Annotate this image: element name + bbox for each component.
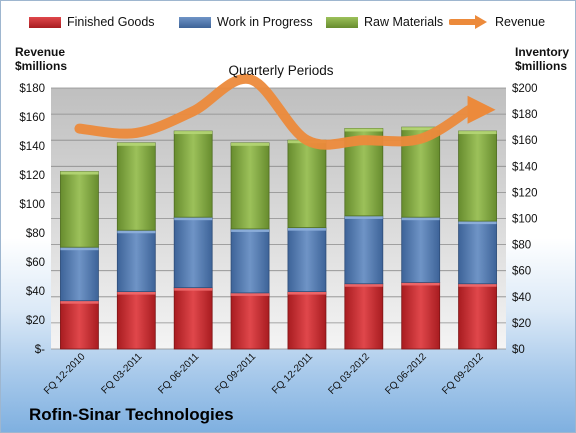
y-tick-right: $100 [512,214,538,226]
y-tick-right: $40 [512,292,531,304]
y-tick-left: $160 [19,112,45,124]
legend-label-finished-goods: Finished Goods [67,15,155,29]
bar-finished-goods-cap [174,287,213,291]
bar-raw-materials [230,142,270,230]
legend-label-raw-materials: Raw Materials [364,15,444,29]
x-tick-label: FQ 03-2011 [99,351,144,396]
y-tick-left: $20 [26,315,45,327]
y-tick-right: $20 [512,318,531,330]
revenue-arrowhead [467,95,496,124]
x-tick-label: FQ 09-2011 [213,351,258,396]
bar-finished-goods [116,291,156,350]
y-tick-right: $80 [512,240,531,252]
bar-finished-goods-cap [60,300,99,304]
y-tick-right: $180 [512,109,538,121]
y-tick-right: $140 [512,161,538,173]
legend-swatch-raw-materials [326,16,358,28]
bar-work-in-progress [116,229,156,292]
bar-finished-goods [230,292,270,350]
bar-raw-materials-cap [60,171,99,175]
right-axis-title-line-2: $millions [515,59,568,73]
bar-work-in-progress-cap [231,228,270,232]
x-tick-label: FQ 12-2010 [42,351,88,397]
legend-arrow-revenue [449,15,487,29]
revenue-line [74,73,475,150]
x-tick-label: FQ 06-2011 [156,351,201,396]
x-tick-label: FQ 06-2012 [383,351,429,397]
x-tick-label: FQ 09-2012 [440,351,486,397]
bar-work-in-progress-cap [401,217,440,221]
legend-item-finished-goods: Finished Goods [29,15,155,29]
y-tick-right: $160 [512,135,538,147]
y-tick-right: $60 [512,266,531,278]
bar-work-in-progress [458,220,497,285]
bar-work-in-progress-cap [174,217,213,221]
bar-work-in-progress-cap [344,215,383,219]
bar-finished-goods-cap [287,291,326,295]
y-tick-left: $140 [19,141,45,153]
bar-work-in-progress [230,228,270,294]
y-tick-left: $60 [26,257,45,269]
bar-finished-goods [344,283,384,350]
company-name: Rofin-Sinar Technologies [29,405,234,424]
y-tick-right: $0 [512,344,525,356]
y-tick-left: $- [35,344,45,356]
legend-item-revenue: Revenue [449,15,545,29]
bar-raw-materials-cap [344,128,383,132]
bar-raw-materials [116,142,156,231]
left-axis-title-line-2: $millions [15,59,68,73]
x-tick-label: FQ 03-2012 [326,351,372,397]
bar-work-in-progress [401,216,441,283]
y-tick-right: $200 [512,83,538,95]
bar-raw-materials [60,171,99,248]
legend: Finished Goods Work in Progress Raw Mate… [29,15,555,33]
bar-work-in-progress [344,215,384,285]
y-tick-left: $100 [19,199,45,211]
y-tick-left: $40 [26,286,45,298]
bar-finished-goods-cap [117,291,156,295]
bar-work-in-progress [173,216,213,289]
bar-finished-goods [458,283,497,350]
bar-finished-goods-cap [401,282,440,286]
bar-finished-goods [60,300,99,350]
bar-work-in-progress-cap [287,227,326,231]
bar-raw-materials-cap [401,127,440,131]
bar-raw-materials-cap [117,142,156,146]
bar-work-in-progress-cap [60,247,99,251]
bar-finished-goods [173,287,213,350]
bar-finished-goods-cap [231,292,270,296]
right-axis-title: Inventory $millions [515,45,569,73]
left-axis-title: Revenue $millions [15,45,67,73]
bar-finished-goods-cap [344,283,383,287]
legend-item-work-in-progress: Work in Progress [179,15,313,29]
legend-item-raw-materials: Raw Materials [326,15,443,29]
bar-work-in-progress [60,246,99,302]
y-tick-left: $120 [19,170,45,182]
bar-finished-goods-cap [458,283,497,287]
right-axis-title-line-1: Inventory [515,45,570,59]
bar-raw-materials-cap [458,131,497,135]
chart-title: Quarterly Periods [228,63,334,78]
bar-finished-goods [401,282,441,350]
legend-swatch-finished-goods [29,16,61,28]
bar-raw-materials-cap [231,142,270,146]
bar-raw-materials-cap [174,131,213,135]
bar-raw-materials [458,130,497,222]
x-tick-label: FQ 12-2011 [270,351,315,396]
bar-raw-materials [173,130,213,218]
bar-work-in-progress [287,227,327,292]
bar-finished-goods [287,291,327,350]
y-tick-left: $80 [26,228,45,240]
bar-work-in-progress-cap [458,221,497,225]
bar-raw-materials [287,139,327,229]
y-tick-right: $120 [512,187,538,199]
legend-swatch-work-in-progress [179,16,211,28]
left-axis-title-line-1: Revenue [15,45,66,59]
bar-work-in-progress-cap [117,230,156,234]
legend-label-work-in-progress: Work in Progress [217,15,313,29]
legend-label-revenue: Revenue [495,15,546,29]
y-tick-left: $180 [19,83,45,95]
